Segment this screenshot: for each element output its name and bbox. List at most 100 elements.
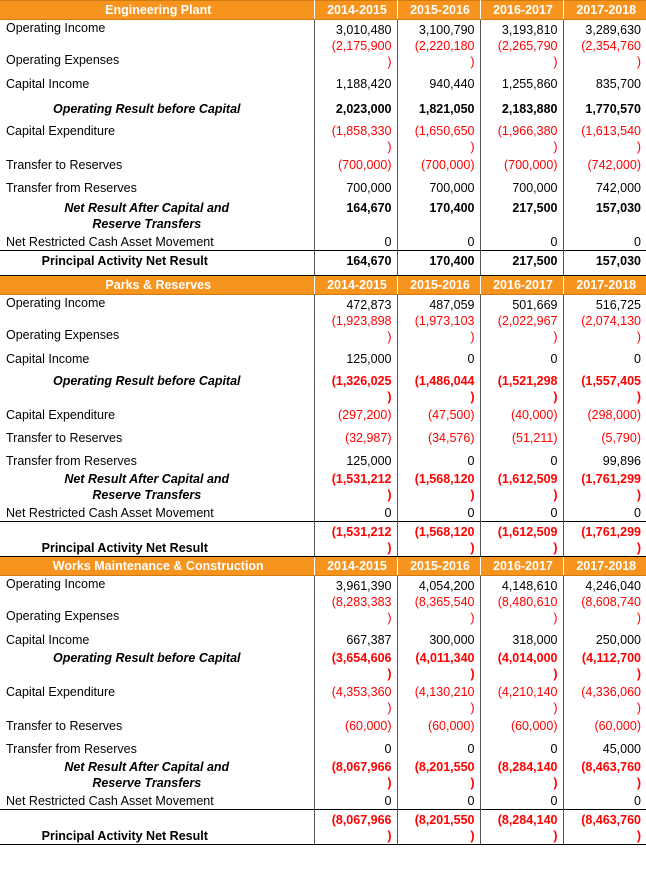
row-net-restricted-cash-asset-movement: Net Restricted Cash Asset Movement 0 0 0 0 (0, 503, 646, 522)
row-label: Operating Income (6, 21, 106, 35)
value-cell: 0 (634, 235, 641, 249)
column-header-year: 2017-2018 (563, 556, 646, 576)
value-cell: (47,500) (397, 405, 481, 428)
value-cell-group: 3,193,810 (2,265,790 ) (480, 19, 564, 74)
value-cell: (2,074,130 ) (581, 314, 641, 344)
value-cell: (8,284,140 ) (480, 809, 564, 845)
row-label: Operating Result before Capital (0, 97, 315, 121)
value-cell: (1,557,405 ) (581, 374, 641, 404)
value-cell: 157,030 (595, 201, 641, 215)
value-cell: (1,612,509 ) (480, 469, 564, 503)
value-cell: (2,265,790 ) (497, 39, 558, 69)
value-cell: (40,000) (480, 405, 564, 428)
value-cell: (700,000) (480, 155, 564, 178)
value-cell: (8,480,610 ) (497, 595, 558, 625)
value-cell: 2,023,000 (314, 97, 398, 121)
value-cell: 170,400 (397, 198, 481, 232)
value-cell: 472,873 (346, 298, 392, 312)
value-cell: (8,201,550 ) (397, 809, 481, 845)
row-label: Operating Expenses (6, 53, 120, 67)
row-label: Net Restricted Cash Asset Movement (0, 503, 315, 522)
value-cell: (700,000) (314, 155, 398, 178)
value-cell: (4,353,360 ) (314, 682, 398, 716)
column-header-year: 2017-2018 (563, 0, 646, 20)
value-cell: 4,148,610 (501, 579, 558, 593)
value-cell: 99,896 (602, 454, 641, 468)
value-cell-group: 501,669 (2,022,967 ) (480, 294, 564, 349)
row-principal-activity-net-result: Principal Activity Net Result (8,067,966 … (0, 809, 646, 845)
row-capital-income: Capital Income 1,188,420 940,440 1,255,860 8… (0, 74, 646, 97)
value-cell: (1,761,299 ) (581, 472, 641, 502)
column-header-year: 2014-2015 (314, 556, 398, 576)
value-cell: 3,961,390 (335, 579, 392, 593)
value-cell: (1,966,380 ) (480, 121, 564, 155)
value-cell: 157,030 (563, 250, 646, 276)
value-cell: 1,770,570 (585, 102, 641, 116)
column-header-year: 2014-2015 (314, 275, 398, 295)
value-cell-group: 472,873 (1,923,898 ) (314, 294, 398, 349)
row-label: Net Result After Capital and Reserve Tra… (0, 198, 315, 232)
row-net-result-after-capital-and-reserve-transfers: Net Result After Capital and Reserve Tra… (0, 469, 646, 503)
section-title: Works Maintenance & Construction (0, 556, 315, 576)
row-label: Transfer from Reserves (0, 178, 315, 198)
value-cell: 0 (480, 232, 564, 251)
column-header-year: 2017-2018 (563, 275, 646, 295)
value-cell: (1,568,120 ) (397, 521, 481, 557)
row-transfer-from-reserves: Transfer from Reserves 700,000 700,000 700,… (0, 178, 646, 198)
value-cell: 300,000 (397, 630, 481, 648)
value-cell: 0 (397, 503, 481, 522)
value-cell: 217,500 (480, 198, 564, 232)
value-cell: 0 (314, 232, 398, 251)
value-cell: 742,000 (595, 181, 641, 195)
value-cell: (1,612,509 ) (480, 521, 564, 557)
value-cell-group: 3,289,630 (2,354,760 ) (563, 19, 646, 74)
value-cell-group: 3,100,790 (2,220,180 ) (397, 19, 481, 74)
row-label: Principal Activity Net Result (0, 521, 315, 557)
row-transfer-to-reserves: Transfer to Reserves (32,987) (34,576) (51,… (0, 428, 646, 451)
value-cell: (32,987) (314, 428, 398, 451)
row-label: Transfer from Reserves (0, 739, 315, 757)
value-cell: (297,200) (314, 405, 398, 428)
value-cell: (1,486,044 ) (397, 371, 481, 405)
row-label: Net Restricted Cash Asset Movement (0, 791, 315, 810)
column-header-year: 2015-2016 (397, 0, 481, 20)
value-cell: 0 (397, 739, 481, 757)
row-label: Principal Activity Net Result (0, 809, 315, 845)
row-label: Principal Activity Net Result (0, 250, 315, 276)
row-capital-expenditure: Capital Expenditure (4,353,360 ) (4,130,21… (0, 682, 646, 716)
row-label: Net Restricted Cash Asset Movement (0, 232, 315, 251)
row-net-restricted-cash-asset-movement: Net Restricted Cash Asset Movement 0 0 0 0 (0, 791, 646, 810)
value-cell: (1,521,298 ) (480, 371, 564, 405)
column-header-year: 2016-2017 (480, 275, 564, 295)
row-transfer-to-reserves: Transfer to Reserves (700,000) (700,000) (7… (0, 155, 646, 178)
value-cell: 1,188,420 (314, 74, 398, 97)
value-cell: 3,289,630 (585, 23, 641, 37)
value-cell: (3,654,606 ) (314, 648, 398, 682)
value-cell: (60,000) (397, 716, 481, 739)
value-cell: 501,669 (512, 298, 558, 312)
row-transfer-to-reserves: Transfer to Reserves (60,000) (60,000) (60,… (0, 716, 646, 739)
value-cell: 700,000 (397, 178, 481, 198)
value-cell: 217,500 (480, 250, 564, 276)
section-title: Engineering Plant (0, 0, 315, 20)
value-cell: 0 (480, 739, 564, 757)
value-cell: (8,067,966 ) (314, 757, 398, 791)
row-label: Capital Expenditure (0, 405, 315, 428)
row-label: Operating Expenses (6, 609, 120, 623)
value-cell: (8,365,540 ) (414, 595, 475, 625)
row-capital-expenditure: Capital Expenditure (1,858,330 ) (1,650,65… (0, 121, 646, 155)
value-cell: 170,400 (397, 250, 481, 276)
row-label: Transfer from Reserves (0, 451, 315, 469)
value-cell: 0 (480, 503, 564, 522)
value-cell: 45,000 (602, 742, 641, 756)
value-cell: (1,650,650 ) (397, 121, 481, 155)
row-label-group: Operating Income Operating Expenses (0, 575, 315, 630)
section-header-engineering-plant: Engineering Plant 2014-2015 2015-2016 2016-… (0, 0, 646, 20)
value-cell: (742,000) (587, 158, 641, 172)
value-cell: (1,858,330 ) (314, 121, 398, 155)
value-cell: 0 (480, 451, 564, 469)
value-cell: 0 (397, 349, 481, 371)
value-cell-group: 487,059 (1,973,103 ) (397, 294, 481, 349)
value-cell: (8,067,966 ) (314, 809, 398, 845)
value-cell: (2,022,967 ) (497, 314, 558, 344)
